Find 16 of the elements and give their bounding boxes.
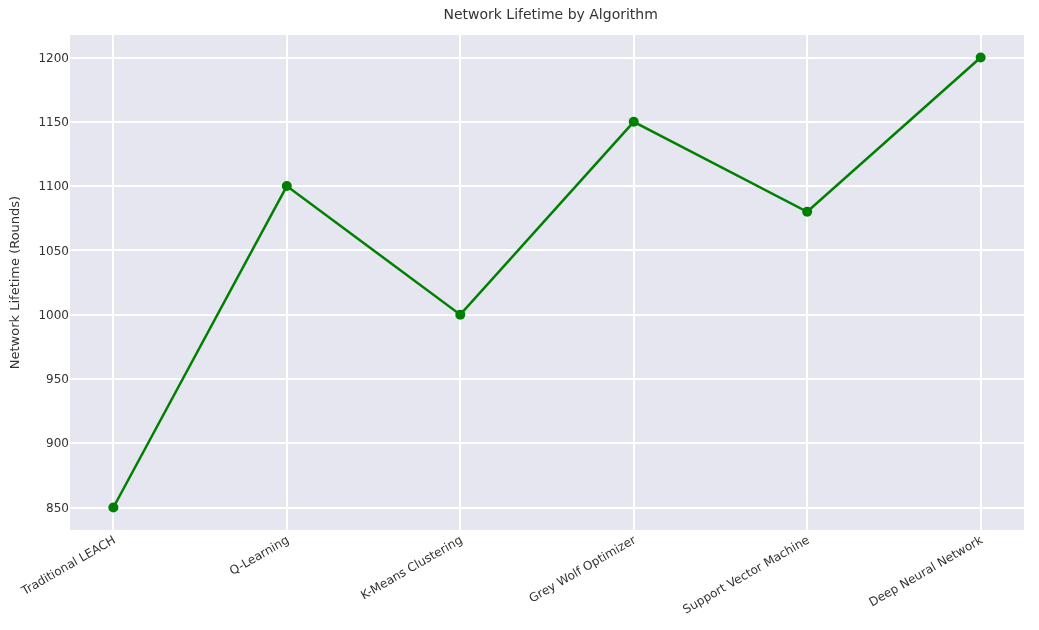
y-tick-label: 950 — [46, 372, 69, 387]
point — [628, 116, 639, 127]
point — [455, 309, 466, 320]
chart-title: Network Lifetime by Algorithm — [443, 6, 658, 23]
point — [802, 206, 813, 217]
y-tick-label: 1150 — [38, 114, 69, 129]
y-axis-title: Network Lifetime (Rounds) — [7, 195, 23, 370]
point — [108, 502, 119, 513]
point — [281, 181, 292, 192]
point — [975, 52, 986, 63]
y-tick-label: 850 — [46, 500, 69, 515]
y-tick-label: 900 — [46, 436, 69, 451]
y-tick-label: 1100 — [38, 179, 69, 194]
y-tick-label: 1000 — [38, 307, 69, 322]
y-tick-label: 1200 — [38, 50, 69, 65]
y-tick-label: 1050 — [38, 243, 69, 258]
